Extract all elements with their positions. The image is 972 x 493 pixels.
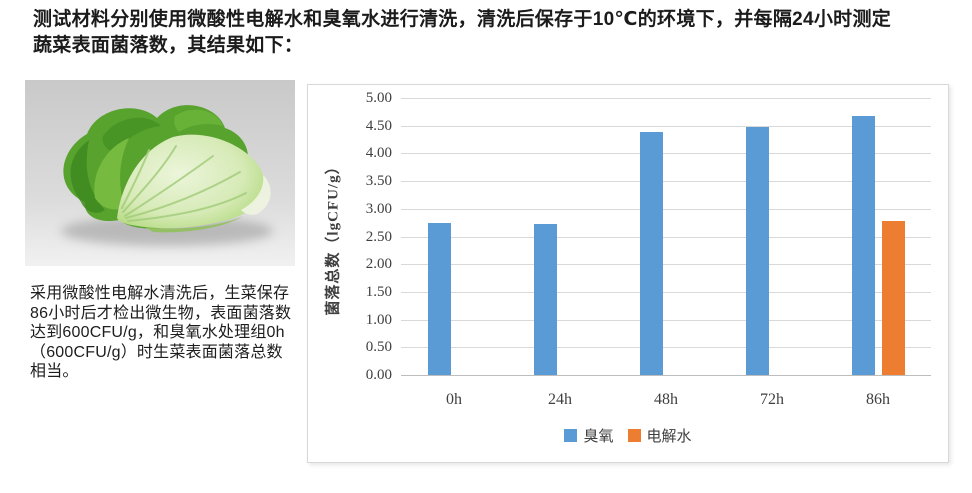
y-tick-label: 2.00 [365,256,392,273]
bar-electrolyzed-water [882,221,905,375]
x-axis-label: 48h [654,391,678,408]
y-tick-label: 4.50 [365,117,392,134]
y-tick-label: 4.00 [365,145,392,162]
caption-line-2: 86小时后才检出微生物，表面菌落数 [30,304,292,322]
plot-area [401,98,931,376]
bar-ozone [852,115,875,375]
gridline [401,98,931,99]
caption-line-3: 达到600CFU/g，和臭氧水处理组0h [30,324,285,341]
lettuce-photo-icon [25,80,295,266]
x-axis-label: 0h [446,391,462,408]
y-tick-label: 5.00 [365,90,392,106]
bar-ozone [746,127,769,375]
y-axis-tick-labels: 5.00 4.50 4.00 3.50 3.00 2.50 2.00 1.50 1.00 0.50… [308,90,392,383]
gridline [401,347,931,349]
gridline [401,181,931,183]
legend-label: 电解水 [646,429,692,445]
x-axis-label: 86h [866,391,890,408]
caption-line-4: （600CFU/g）时生菜表面菌落总数 [30,343,283,361]
y-tick-label: 1.50 [365,283,392,300]
caption-line-5: 相当。 [30,363,79,380]
gridline [401,291,931,293]
x-axis-label: 24h [548,391,572,408]
intro-text: 测试材料分别使用微酸性电解水和臭氧水进行清洗，清洗后保存于10℃的环境下，并每隔… [33,7,949,59]
intro-line-2: 蔬菜表面菌落数，其结果如下： [33,35,304,56]
legend-swatch [564,429,578,442]
y-tick-label: 0.50 [365,339,392,356]
legend-label: 臭氧 [583,429,614,445]
gridline [401,319,931,321]
legend-swatch [627,429,641,442]
intro-line-1: 测试材料分别使用微酸性电解水和臭氧水进行清洗，清洗后保存于10℃的环境下，并每隔… [33,9,892,30]
y-tick-label: 2.50 [365,228,392,245]
bacteria-bar-chart: 菌落总数（lgCFU/g） 5.00 4.50 4.00 3.50 3.00 2.50 2.… [307,84,949,463]
legend-item-electrolyzed-water: 电解水 [627,425,692,446]
bar-ozone [640,132,663,375]
chart-legend: 臭氧 电解水 [308,425,948,446]
y-tick-label: 3.00 [365,200,392,217]
gridline [401,236,931,238]
caption-text: 采用微酸性电解水清洗后，生菜保存 86小时后才检出微生物，表面菌落数 达到600… [30,284,320,382]
y-tick-label: 1.00 [365,311,392,328]
caption-line-1: 采用微酸性电解水清洗后，生菜保存 [30,285,290,302]
bar-ozone [534,224,557,375]
x-axis-label: 72h [760,391,784,408]
x-axis-labels: 0h 24h 48h 72h 86h [401,391,931,413]
y-tick-label: 3.50 [365,173,392,190]
gridline [401,153,931,155]
gridline [401,125,931,127]
y-tick-label: 0.00 [365,367,392,383]
legend-item-ozone: 臭氧 [564,425,614,446]
lettuce-photo [25,80,295,266]
bar-ozone [428,222,451,375]
gridline [401,264,931,266]
gridline [401,208,931,210]
